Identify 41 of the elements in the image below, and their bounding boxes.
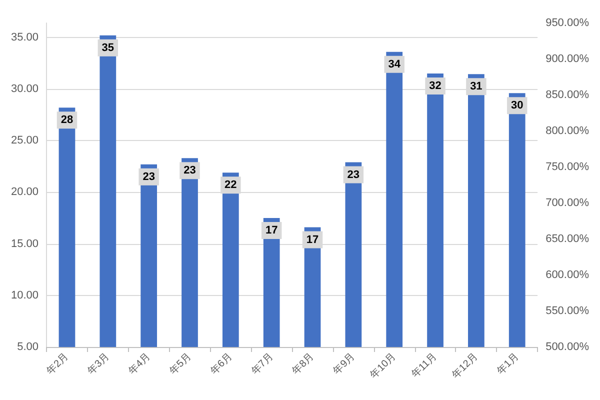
x-tick-label: 年11月 bbox=[409, 350, 440, 380]
data-label: 23 bbox=[184, 164, 196, 177]
y-tick-label: 5.00 bbox=[17, 341, 39, 353]
data-label: 17 bbox=[265, 224, 278, 237]
y2-tick-label: 650.00% bbox=[546, 233, 590, 245]
y-tick-label: 15.00 bbox=[10, 238, 39, 250]
x-tick-label: 年4月 bbox=[126, 350, 153, 377]
y-tick-label: 10.00 bbox=[10, 289, 39, 302]
x-tick-label: 年3月 bbox=[85, 350, 112, 377]
x-tick-label: 年9月 bbox=[330, 350, 358, 377]
y2-tick-label: 500.00% bbox=[546, 341, 590, 353]
x-tick-label: 年8月 bbox=[290, 350, 316, 377]
data-label: 23 bbox=[347, 168, 360, 181]
y-tick-label: 25.00 bbox=[10, 134, 39, 147]
data-label: 30 bbox=[510, 100, 524, 112]
data-label: 23 bbox=[142, 170, 155, 183]
y-tick-label: 35.00 bbox=[10, 31, 39, 44]
x-tick-label: 年7月 bbox=[248, 350, 276, 377]
data-label: 22 bbox=[224, 179, 237, 192]
data-label: 17 bbox=[306, 234, 319, 246]
y2-tick-label: 600.00% bbox=[546, 269, 590, 281]
x-tick-label: 年12月 bbox=[450, 350, 480, 381]
data-label: 31 bbox=[470, 80, 482, 93]
y2-tick-label: 700.00% bbox=[546, 197, 590, 209]
y2-tick-label: 750.00% bbox=[546, 161, 590, 173]
y2-tick-label: 800.00% bbox=[546, 125, 590, 137]
data-label: 34 bbox=[388, 58, 402, 70]
data-label: 32 bbox=[429, 80, 442, 92]
y2-tick-label: 550.00% bbox=[546, 305, 590, 317]
data-label: 35 bbox=[102, 42, 114, 54]
y2-tick-label: 950.00% bbox=[546, 17, 590, 29]
y-tick-label: 30.00 bbox=[10, 83, 39, 96]
x-tick-label: 年10月 bbox=[368, 350, 398, 381]
x-tick-label: 年1月 bbox=[494, 350, 522, 377]
y2-tick-label: 900.00% bbox=[546, 53, 590, 65]
x-tick-label: 年5月 bbox=[167, 350, 194, 377]
y2-tick-label: 850.00% bbox=[546, 89, 590, 101]
x-tick-label: 年6月 bbox=[208, 350, 235, 377]
x-tick-label: 年2月 bbox=[44, 350, 71, 377]
y-tick-label: 20.00 bbox=[10, 186, 39, 198]
data-label: 28 bbox=[60, 114, 74, 126]
